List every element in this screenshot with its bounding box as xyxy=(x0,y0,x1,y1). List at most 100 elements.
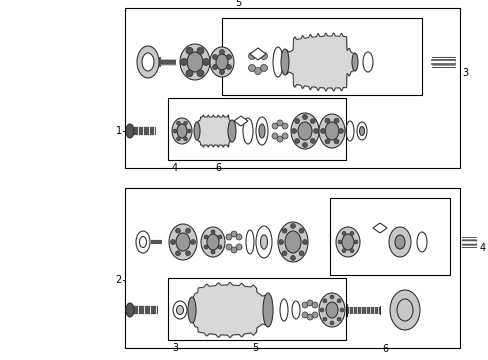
Ellipse shape xyxy=(388,227,410,257)
Ellipse shape xyxy=(203,245,208,249)
Ellipse shape xyxy=(336,317,340,321)
Ellipse shape xyxy=(325,118,329,123)
Ellipse shape xyxy=(175,251,180,256)
Ellipse shape xyxy=(176,306,183,315)
Ellipse shape xyxy=(336,299,340,303)
Ellipse shape xyxy=(210,230,215,234)
Text: 2: 2 xyxy=(116,275,122,285)
Ellipse shape xyxy=(302,114,307,120)
Bar xyxy=(222,18,421,95)
Ellipse shape xyxy=(290,256,295,261)
Ellipse shape xyxy=(218,245,222,249)
Ellipse shape xyxy=(339,308,343,312)
Circle shape xyxy=(236,234,242,240)
Ellipse shape xyxy=(259,124,264,138)
Circle shape xyxy=(271,133,278,139)
Ellipse shape xyxy=(349,231,353,235)
Ellipse shape xyxy=(126,303,134,317)
Circle shape xyxy=(236,244,242,250)
Ellipse shape xyxy=(325,302,337,318)
Ellipse shape xyxy=(260,235,267,249)
Ellipse shape xyxy=(216,54,227,70)
Ellipse shape xyxy=(169,224,197,260)
Ellipse shape xyxy=(302,239,307,244)
Ellipse shape xyxy=(322,299,326,303)
Ellipse shape xyxy=(187,297,196,323)
Bar xyxy=(125,8,459,168)
Circle shape xyxy=(306,300,312,306)
Circle shape xyxy=(311,302,317,308)
Ellipse shape xyxy=(282,228,286,233)
Text: 6: 6 xyxy=(215,163,221,173)
Circle shape xyxy=(282,123,287,129)
Ellipse shape xyxy=(185,228,190,233)
Ellipse shape xyxy=(226,54,231,59)
Ellipse shape xyxy=(310,118,315,123)
Circle shape xyxy=(311,312,317,318)
Ellipse shape xyxy=(281,49,288,75)
Ellipse shape xyxy=(212,64,217,69)
Ellipse shape xyxy=(185,70,193,77)
Ellipse shape xyxy=(226,64,231,69)
Bar xyxy=(329,198,449,275)
Ellipse shape xyxy=(341,231,346,235)
Ellipse shape xyxy=(209,47,234,77)
Ellipse shape xyxy=(278,222,307,262)
Circle shape xyxy=(302,302,307,308)
Ellipse shape xyxy=(185,251,190,256)
Ellipse shape xyxy=(190,239,195,244)
Ellipse shape xyxy=(341,234,353,250)
Ellipse shape xyxy=(337,240,341,244)
Ellipse shape xyxy=(278,239,283,244)
Ellipse shape xyxy=(176,121,180,125)
Text: 1: 1 xyxy=(116,126,122,136)
Polygon shape xyxy=(372,223,386,233)
Circle shape xyxy=(276,136,283,142)
Ellipse shape xyxy=(172,118,192,144)
Ellipse shape xyxy=(137,46,159,78)
Ellipse shape xyxy=(227,120,236,142)
Circle shape xyxy=(302,312,307,318)
Ellipse shape xyxy=(329,321,333,325)
Bar xyxy=(168,98,346,160)
Ellipse shape xyxy=(313,129,318,134)
Circle shape xyxy=(260,53,267,59)
Circle shape xyxy=(248,64,255,72)
Ellipse shape xyxy=(298,228,304,233)
Text: 4: 4 xyxy=(172,163,178,173)
Ellipse shape xyxy=(197,70,203,77)
Ellipse shape xyxy=(325,139,329,144)
Text: 3: 3 xyxy=(172,343,178,353)
Ellipse shape xyxy=(126,124,134,138)
Ellipse shape xyxy=(329,295,333,299)
Ellipse shape xyxy=(219,49,224,54)
Ellipse shape xyxy=(349,249,353,253)
Ellipse shape xyxy=(298,251,304,256)
Ellipse shape xyxy=(183,121,187,125)
Ellipse shape xyxy=(297,122,311,140)
Ellipse shape xyxy=(212,54,217,59)
Ellipse shape xyxy=(285,231,301,253)
Ellipse shape xyxy=(359,126,364,135)
Polygon shape xyxy=(234,116,247,126)
Ellipse shape xyxy=(175,228,180,233)
Ellipse shape xyxy=(290,113,318,149)
Ellipse shape xyxy=(206,234,219,250)
Ellipse shape xyxy=(186,129,191,133)
Ellipse shape xyxy=(318,114,345,148)
Ellipse shape xyxy=(351,53,357,71)
Bar xyxy=(125,188,459,348)
Ellipse shape xyxy=(335,227,359,257)
Ellipse shape xyxy=(294,118,299,123)
Text: 6: 6 xyxy=(381,344,387,354)
Circle shape xyxy=(225,244,231,250)
Circle shape xyxy=(254,49,261,57)
Ellipse shape xyxy=(333,139,338,144)
Ellipse shape xyxy=(177,124,186,138)
Circle shape xyxy=(248,53,255,59)
Ellipse shape xyxy=(194,122,200,140)
Ellipse shape xyxy=(263,293,272,327)
Ellipse shape xyxy=(176,233,190,251)
Ellipse shape xyxy=(319,308,324,312)
Ellipse shape xyxy=(310,138,315,143)
